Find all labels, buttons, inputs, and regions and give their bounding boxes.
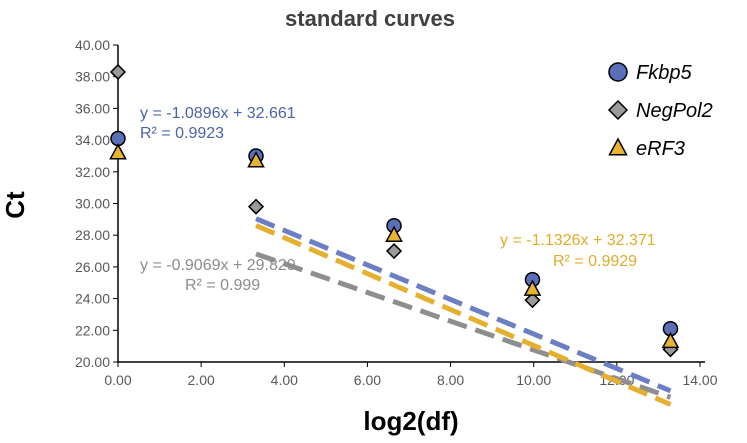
y-tick-label: 30.00 [75,196,110,212]
x-tick-label: 4.00 [271,372,298,388]
y-tick-label: 26.00 [75,259,110,275]
trendline-equations: y = -1.0896x + 32.661 R² = 0.9923 y = -0.9… [140,105,656,294]
y-tick-label: 32.00 [75,164,110,180]
x-tick-label: 8.00 [437,372,464,388]
axes [117,45,705,363]
point-negpol2 [247,198,265,215]
r-squared-erf3: R² = 0.9929 [553,253,637,270]
legend-marker-fkbp5 [608,62,628,82]
point-erf3 [661,331,680,349]
trendlines [255,216,672,407]
trendline-fkbp5 [255,216,672,394]
r-squared-negpol2: R² = 0.999 [185,277,260,294]
point-negpol2 [524,292,541,309]
y-tick-label: 40.00 [75,37,110,53]
point-erf3 [247,151,265,168]
y-tick-label: 22.00 [75,322,110,338]
point-erf3 [385,225,403,242]
x-tick-label: 6.00 [354,372,381,388]
legend-marker-negpol2 [607,99,629,121]
x-tick-label: 10.00 [516,372,551,388]
x-tick-label: 14.00 [682,372,717,388]
point-negpol2 [385,242,403,260]
trendline-erf3 [255,223,672,407]
y-tick-label: 38.00 [75,69,110,85]
x-axis-label: log2(df) [363,406,458,436]
r-squared-fkbp5: R² = 0.9923 [140,125,224,142]
legend-label-fkbp5: Fkbp5 [636,62,692,84]
y-tick-label: 34.00 [75,132,110,148]
legend-label-negpol2: NegPol2 [636,100,713,122]
x-tick-label: 2.00 [188,372,215,388]
y-tick-label: 36.00 [75,100,110,116]
chart-title: standard curves [285,6,455,31]
legend: Fkbp5 NegPol2 eRF3 [607,62,713,160]
data-points [109,63,680,358]
y-axis-label: Ct [0,191,30,219]
legend-label-erf3: eRF3 [636,138,685,160]
y-tick-label: 20.00 [75,354,110,370]
equation-negpol2: y = -0.9069x + 29.829 [140,257,296,274]
equation-erf3: y = -1.1326x + 32.371 [500,232,656,249]
y-tick-label: 24.00 [75,291,110,307]
legend-marker-erf3 [608,137,628,156]
trendline-negpol2 [255,251,672,400]
x-tick-label: 0.00 [104,372,131,388]
y-tick-label: 28.00 [75,227,110,243]
point-erf3 [109,143,127,160]
y-ticks: 20.00 22.00 24.00 26.00 28.00 30.00 32.00 34.00… [75,37,118,370]
point-erf3 [523,279,542,296]
point-negpol2 [109,63,127,81]
equation-fkbp5: y = -1.0896x + 32.661 [140,105,296,122]
